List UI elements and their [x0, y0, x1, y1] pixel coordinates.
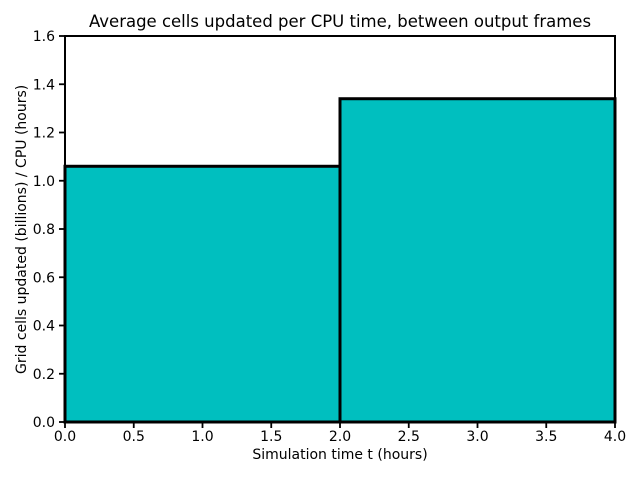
x-tick-label: 0.5	[123, 429, 145, 445]
x-tick-label: 2.0	[329, 429, 351, 445]
y-tick-label: 1.2	[33, 126, 55, 142]
x-tick-label: 1.0	[191, 429, 213, 445]
x-tick-label: 4.0	[604, 429, 626, 445]
x-tick-label: 0.0	[54, 429, 76, 445]
chart-title: Average cells updated per CPU time, betw…	[88, 12, 592, 31]
x-tick-label: 3.0	[466, 429, 488, 445]
x-axis-label: Simulation time t (hours)	[252, 447, 428, 463]
bar-segment-1	[338, 97, 617, 424]
y-tick-label: 0.2	[33, 367, 55, 383]
y-tick-label: 0.0	[33, 415, 55, 431]
x-tick-label: 3.5	[535, 429, 557, 445]
y-tick-label: 0.8	[33, 222, 55, 238]
y-tick-label: 1.6	[33, 29, 55, 45]
y-tick-label: 0.4	[33, 319, 55, 335]
x-tick-label: 1.5	[260, 429, 282, 445]
x-tick-label: 2.5	[398, 429, 420, 445]
bar-segment-0	[63, 164, 342, 424]
y-tick-label: 0.6	[33, 270, 55, 286]
y-tick-label: 1.4	[33, 77, 55, 93]
y-tick-label: 1.0	[33, 174, 55, 190]
